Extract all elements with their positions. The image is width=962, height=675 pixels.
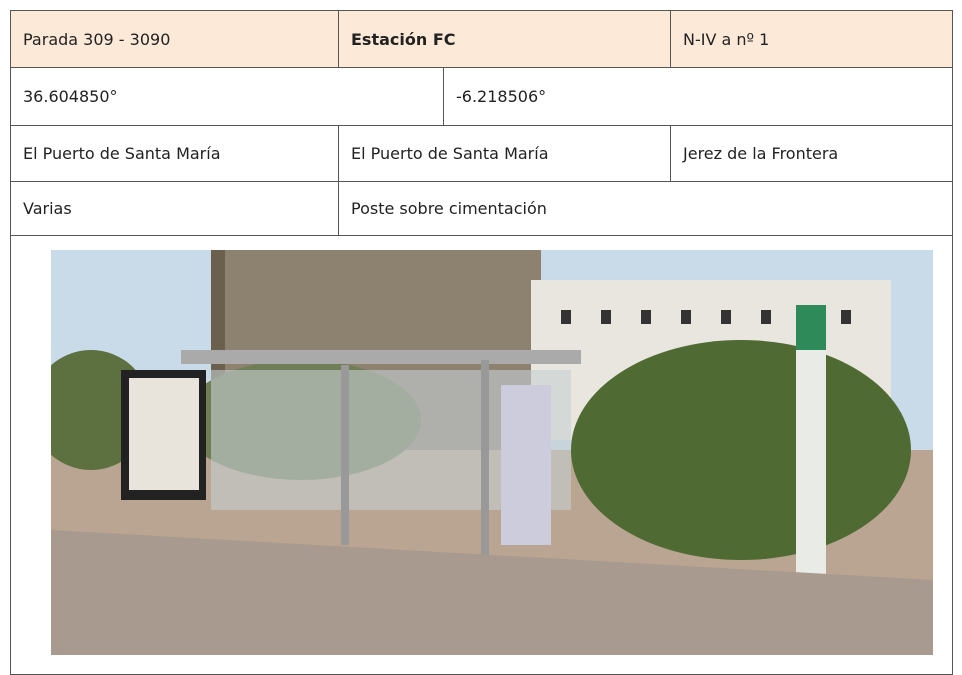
photo-cell (10, 235, 953, 675)
photo (51, 250, 933, 655)
table-cell: N-IV a nº 1 (670, 10, 953, 68)
table-cell: Estación FC (338, 10, 671, 68)
table-cell: Parada 309 - 3090 (10, 10, 339, 68)
table-cell: Jerez de la Frontera (670, 125, 953, 182)
table-cell: Poste sobre cimentación (338, 181, 953, 236)
table-cell: El Puerto de Santa María (10, 125, 339, 182)
table-cell: El Puerto de Santa María (338, 125, 671, 182)
table-cell: 36.604850° (10, 67, 444, 126)
table-cell: -6.218506° (443, 67, 953, 126)
table-cell: Varias (10, 181, 339, 236)
